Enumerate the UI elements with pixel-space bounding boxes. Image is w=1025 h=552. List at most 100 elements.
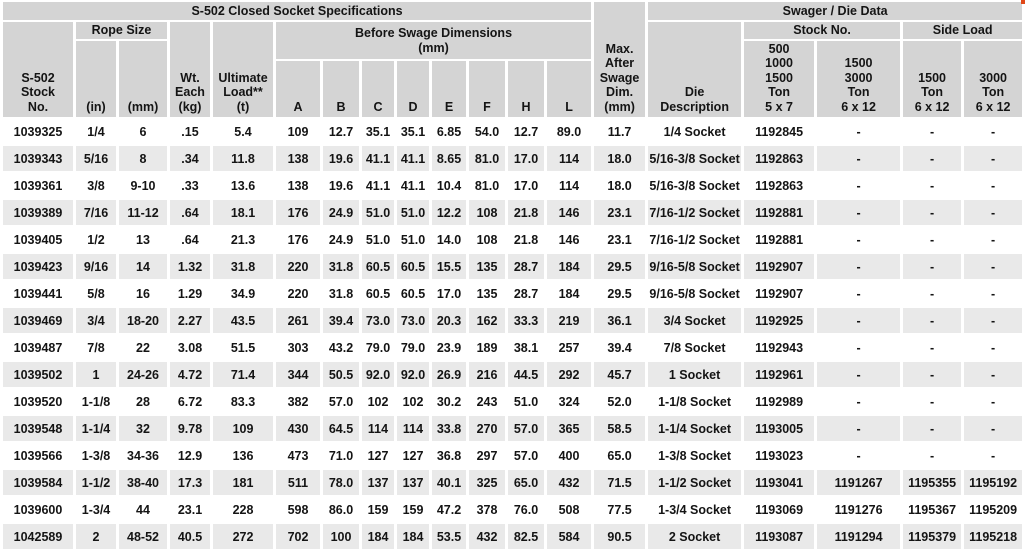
table-cell: 33.3 [508, 308, 544, 333]
table-body: 1039325 1/4 6.15 5.4 109 12.7 35.1 35.1 6.85 54.0… [3, 119, 1023, 549]
table-cell: 29.5 [594, 281, 646, 306]
table-cell: 12.7 [508, 119, 544, 144]
table-cell: 43.5 [213, 308, 273, 333]
table-cell: 35.1 [362, 119, 394, 144]
table-cell: 432 [547, 470, 592, 495]
table-cell: 1195367 [903, 497, 962, 522]
table-cell: 146 [547, 200, 592, 225]
table-cell: 135 [469, 281, 505, 306]
table-cell: 7/8 [76, 335, 116, 360]
table-row: 1039600 1-3/4 44 23.1 228 598 86.0 159 159 47.2 37… [3, 497, 1023, 522]
table-cell: 365 [547, 416, 592, 441]
table-cell: 40.5 [170, 524, 210, 549]
table-cell: 137 [397, 470, 429, 495]
table-cell: - [903, 173, 962, 198]
table-cell: 20.3 [432, 308, 466, 333]
table-cell: 137 [362, 470, 394, 495]
table-cell: 1191276 [817, 497, 901, 522]
table-cell: - [817, 335, 901, 360]
table-cell: .33 [170, 173, 210, 198]
table-cell: - [903, 416, 962, 441]
table-cell: 297 [469, 443, 505, 468]
table-cell: 1.29 [170, 281, 210, 306]
table-cell: 11.7 [594, 119, 646, 144]
table-cell: - [964, 416, 1023, 441]
table-cell: 24.9 [323, 227, 359, 252]
table-cell: 261 [276, 308, 320, 333]
table-cell: 18-20 [119, 308, 167, 333]
table-cell: 73.0 [397, 308, 429, 333]
table-cell: 138 [276, 173, 320, 198]
table-cell: 17.0 [508, 173, 544, 198]
table-cell: 17.0 [432, 281, 466, 306]
table-cell: 6.72 [170, 389, 210, 414]
table-cell: 136 [213, 443, 273, 468]
table-cell: - [903, 362, 962, 387]
table-cell: 41.1 [362, 173, 394, 198]
table-cell: 220 [276, 281, 320, 306]
table-cell: 6.85 [432, 119, 466, 144]
table-cell: - [964, 173, 1023, 198]
table-cell: 228 [213, 497, 273, 522]
table-cell: 44 [119, 497, 167, 522]
table-row: 1039502 1 24-26 4.72 71.4 344 50.5 92.0 92.0 26.9… [3, 362, 1023, 387]
table-row: 1039389 7/16 11-12.64 18.1 176 24.9 51.0 51.0 12… [3, 200, 1023, 225]
table-cell: - [964, 227, 1023, 252]
table-cell: 135 [469, 254, 505, 279]
table-cell: 1039469 [3, 308, 73, 333]
table-cell: 1-3/8 Socket [648, 443, 742, 468]
table-cell: 18.0 [594, 173, 646, 198]
table-cell: 18.0 [594, 146, 646, 171]
table-cell: 102 [362, 389, 394, 414]
table-cell: 23.1 [170, 497, 210, 522]
table-cell: 57.0 [508, 443, 544, 468]
table-cell: 1193023 [744, 443, 815, 468]
table-cell: 14.0 [432, 227, 466, 252]
table-cell: 5/16-3/8 Socket [648, 146, 742, 171]
table-cell: - [964, 335, 1023, 360]
table-cell: - [903, 227, 962, 252]
table-cell: 108 [469, 227, 505, 252]
table-cell: 71.4 [213, 362, 273, 387]
col-header-dim-b: B [323, 61, 359, 117]
table-cell: 34-36 [119, 443, 167, 468]
table-cell: 184 [397, 524, 429, 549]
table-cell: 344 [276, 362, 320, 387]
table-cell: 473 [276, 443, 320, 468]
table-cell: 184 [547, 281, 592, 306]
table-cell: 12.2 [432, 200, 466, 225]
table-cell: 7/16 [76, 200, 116, 225]
table-cell: 138 [276, 146, 320, 171]
table-cell: 1/4 [76, 119, 116, 144]
table-cell: 1193087 [744, 524, 815, 549]
table-cell: - [903, 281, 962, 306]
table-cell: 9/16-5/8 Socket [648, 254, 742, 279]
table-cell: - [903, 200, 962, 225]
table-cell: 41.1 [397, 146, 429, 171]
table-cell: 243 [469, 389, 505, 414]
table-cell: 1/2 [76, 227, 116, 252]
table-cell: 1039343 [3, 146, 73, 171]
table-cell: 28 [119, 389, 167, 414]
table-cell: 114 [547, 173, 592, 198]
table-cell: 31.8 [323, 281, 359, 306]
table-cell: 1-3/4 [76, 497, 116, 522]
table-cell: 1192961 [744, 362, 815, 387]
table-cell: 1039600 [3, 497, 73, 522]
page-corner-mark [1021, 0, 1025, 4]
col-header-ultimate-load: Ultimate Load** (t) [213, 22, 273, 117]
table-cell: 31.8 [323, 254, 359, 279]
table-cell: 51.0 [397, 200, 429, 225]
table-cell: 60.5 [397, 281, 429, 306]
table-cell: 184 [547, 254, 592, 279]
table-cell: 184 [362, 524, 394, 549]
table-cell: 508 [547, 497, 592, 522]
table-cell: 1-3/8 [76, 443, 116, 468]
table-cell: 1192907 [744, 281, 815, 306]
table-cell: 1042589 [3, 524, 73, 549]
table-cell: 2.27 [170, 308, 210, 333]
table-cell: 127 [397, 443, 429, 468]
table-cell: 325 [469, 470, 505, 495]
table-cell: 41.1 [362, 146, 394, 171]
table-row: 1039361 3/8 9-10.33 13.6 138 19.6 41.1 41.1 10.4… [3, 173, 1023, 198]
